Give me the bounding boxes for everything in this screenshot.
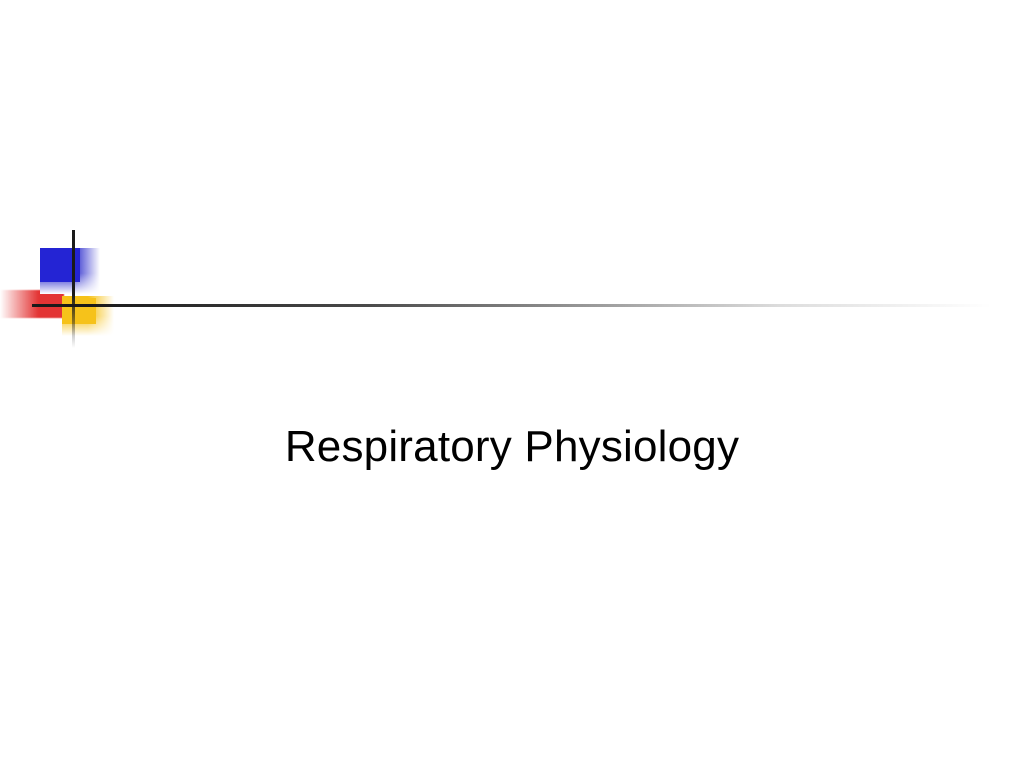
accent-yellow-core (62, 298, 96, 324)
slide-title: Respiratory Physiology (0, 422, 1024, 472)
slide: Respiratory Physiology (0, 0, 1024, 768)
title-slide-decoration (0, 248, 1024, 368)
horizontal-divider (32, 304, 992, 307)
vertical-divider (72, 230, 75, 348)
